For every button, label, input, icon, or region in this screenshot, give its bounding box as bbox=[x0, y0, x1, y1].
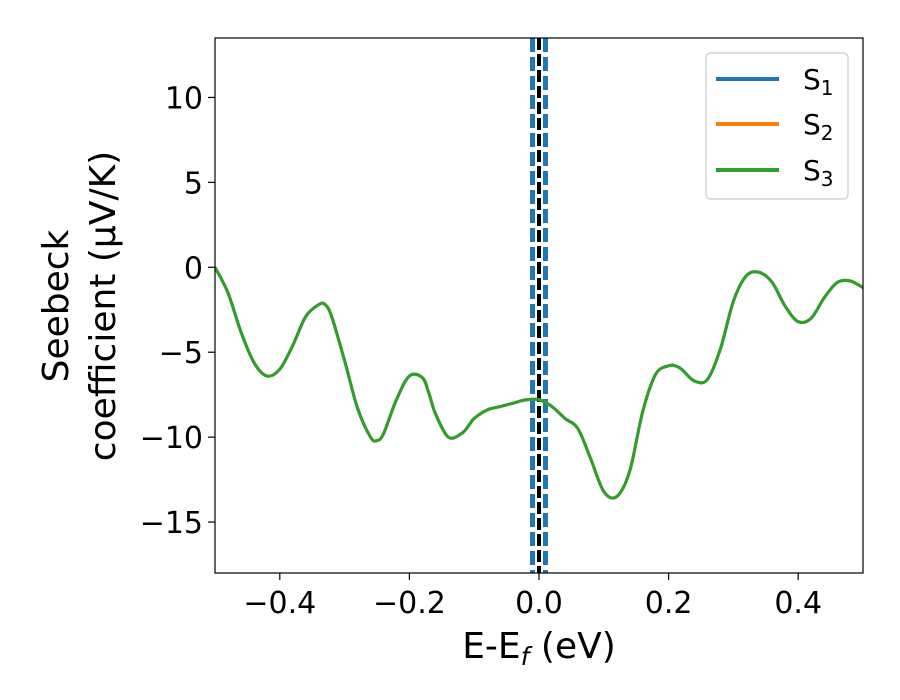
y-axis-label: Seebeck coefficient (μV/K) bbox=[36, 151, 124, 461]
legend-label-s1: S1 bbox=[803, 63, 834, 100]
legend: S1 S2 S3 bbox=[705, 52, 849, 200]
y-tick-label: 5 bbox=[184, 166, 203, 201]
legend-label-s3: S3 bbox=[803, 154, 834, 191]
x-tick-label: −0.2 bbox=[373, 586, 446, 621]
y-tick-label: −5 bbox=[159, 336, 203, 371]
x-axis-label-suffix: (eV) bbox=[529, 626, 615, 667]
x-tick-label: 0.2 bbox=[645, 586, 693, 621]
x-tick-label: 0.0 bbox=[515, 586, 563, 621]
x-axis: −0.4 −0.2 0.0 0.2 0.4 bbox=[243, 573, 822, 621]
x-axis-label-main: E-E bbox=[462, 626, 520, 667]
x-tick-label: 0.4 bbox=[774, 586, 822, 621]
y-axis-label-line1: Seebeck bbox=[36, 229, 77, 382]
y-tick-label: 10 bbox=[165, 81, 203, 116]
x-axis-label: E-Ef (eV) bbox=[462, 626, 616, 671]
x-tick-label: −0.4 bbox=[243, 586, 316, 621]
legend-label-s2: S2 bbox=[803, 108, 834, 145]
y-tick-label: −15 bbox=[140, 506, 203, 541]
y-axis: −15 −10 −5 0 5 10 bbox=[140, 81, 215, 541]
series-line-s3 bbox=[215, 266, 863, 500]
y-tick-label: 0 bbox=[184, 251, 203, 286]
y-axis-label-line2: coefficient (μV/K) bbox=[83, 151, 124, 461]
y-tick-label: −10 bbox=[140, 421, 203, 456]
